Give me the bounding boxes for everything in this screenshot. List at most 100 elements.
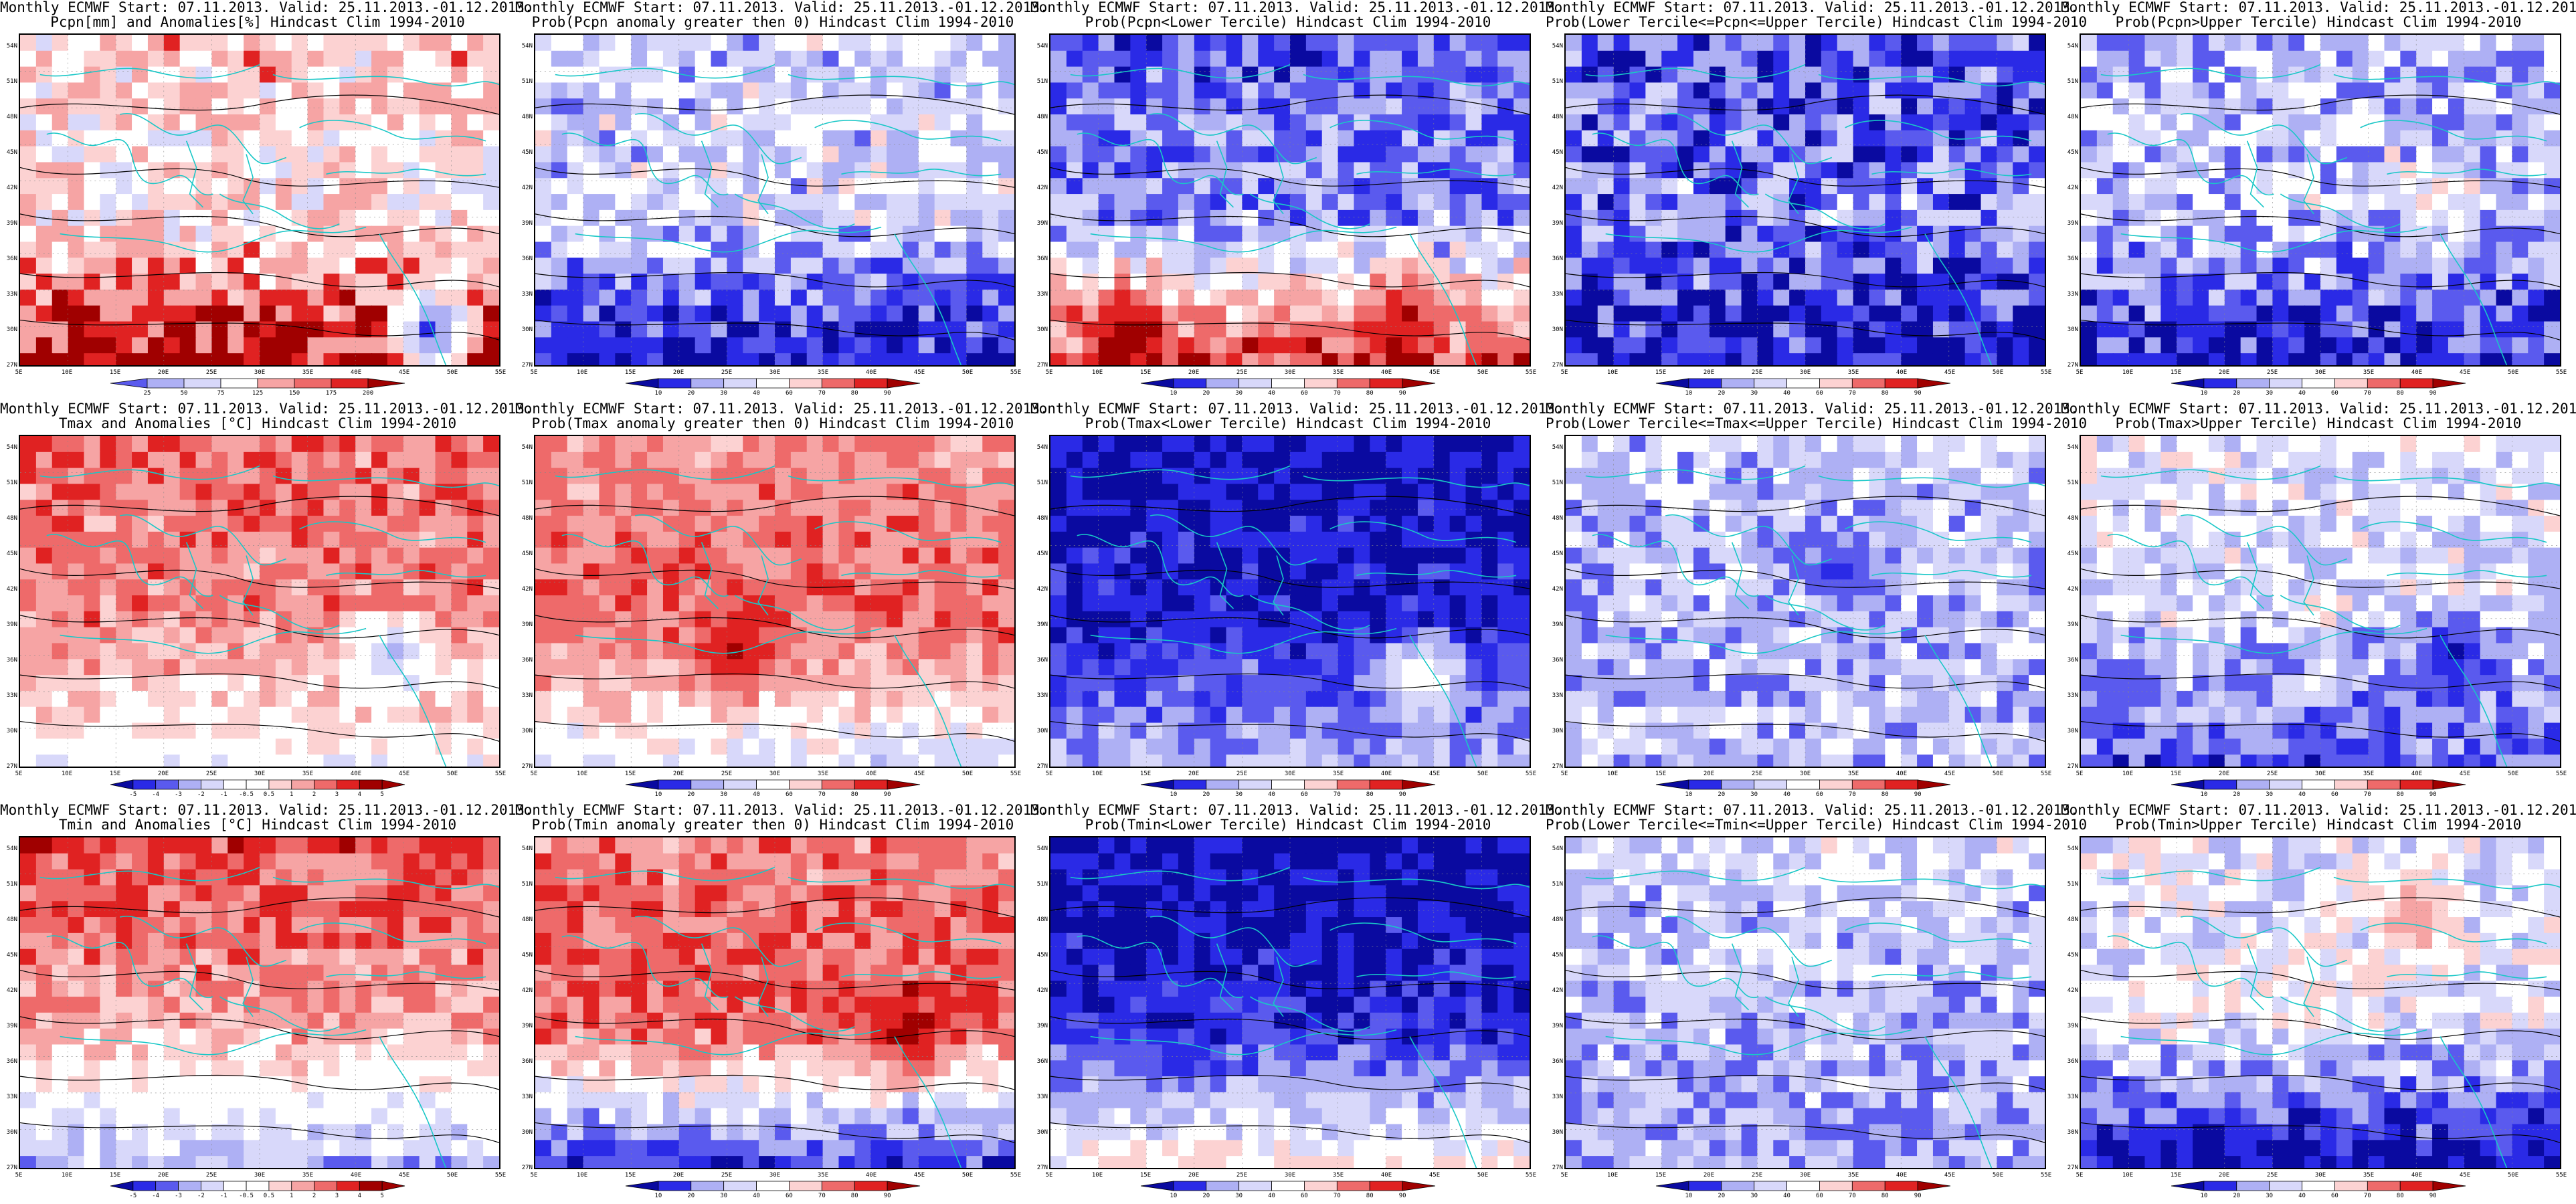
- coastline: [1249, 595, 1370, 631]
- longitude-label: 50E: [1992, 369, 2004, 376]
- latitude-label: 39N: [1552, 220, 1563, 227]
- latitude-label: 30N: [1036, 728, 1048, 734]
- latitude-label: 48N: [1552, 515, 1563, 522]
- latitude-label: 45N: [2067, 952, 2078, 959]
- panel-title: Monthly ECMWF Start: 07.11.2013. Valid: …: [0, 0, 533, 29]
- colorbar-segment: [291, 779, 315, 790]
- colorbar-segment: [110, 779, 134, 790]
- contour-line: [20, 720, 499, 742]
- colorbar-segment: [1304, 1181, 1338, 1191]
- coastline: [814, 521, 1002, 543]
- longitude-label: 50E: [2507, 771, 2519, 777]
- latitude-label: 33N: [2067, 1094, 2078, 1100]
- coastline: [1592, 132, 1759, 196]
- contour-line: [1566, 94, 2045, 115]
- coastline: [2100, 64, 2321, 79]
- colorbar-tick-label: 30: [720, 791, 728, 798]
- forecast-panel: Monthly ECMWF Start: 07.11.2013. Valid: …: [1030, 0, 1564, 401]
- map-field: [20, 35, 499, 365]
- colorbar-segment: [1238, 1181, 1272, 1191]
- contour-line: [1050, 1122, 1530, 1143]
- contour-line: [2081, 213, 2560, 237]
- latitude-label: 42N: [6, 185, 17, 191]
- longitude-label: 30E: [2314, 771, 2326, 777]
- longitude-label: 35E: [302, 369, 314, 376]
- colorbar-segment: [1688, 779, 1722, 790]
- longitude-label: 15E: [109, 1172, 121, 1179]
- latitude-label: 30N: [6, 326, 17, 333]
- coastline: [1605, 627, 1912, 654]
- colorbar-segment: [1173, 378, 1207, 389]
- coastline: [1788, 957, 1799, 1017]
- coastline: [2107, 132, 2274, 196]
- coastline: [1303, 74, 1530, 87]
- latitude-label: 39N: [1036, 621, 1048, 628]
- coastline: [2360, 521, 2547, 543]
- colorbar-tick-label: 90: [1914, 1193, 1922, 1199]
- colorbar: [110, 1181, 405, 1191]
- latitude-label: 48N: [1036, 114, 1048, 120]
- contour-line: [20, 319, 499, 340]
- latitude-label: 54N: [1552, 444, 1563, 451]
- colorbar-tick-label: 20: [2233, 1193, 2241, 1199]
- longitude-label: 15E: [2170, 369, 2182, 376]
- longitude-label: 35E: [1847, 771, 1859, 777]
- latitude-label: 39N: [2067, 621, 2078, 628]
- coastline: [2246, 943, 2265, 1011]
- coastline: [1090, 1029, 1397, 1056]
- colorbar-segment: [2367, 779, 2401, 790]
- latitude-label: 42N: [2067, 987, 2078, 994]
- latitude-label: 33N: [1552, 1094, 1563, 1100]
- latitude-label: 51N: [2067, 881, 2078, 888]
- shaded-field: [2081, 837, 2560, 1168]
- latitude-label: 27N: [521, 362, 533, 369]
- colorbar-tick-label: 40: [2298, 791, 2306, 798]
- longitude-label: 40E: [1380, 771, 1392, 777]
- latitude-label: 45N: [6, 550, 17, 557]
- coastline: [1764, 193, 1885, 229]
- latitude-label: 30N: [521, 728, 533, 734]
- colorbar-segment: [691, 779, 725, 790]
- coastline: [894, 635, 962, 767]
- latitude-label: 51N: [1036, 78, 1048, 85]
- colorbar-segment: [1402, 378, 1436, 389]
- longitude-label: 20E: [1188, 1172, 1200, 1179]
- latitude-label: 36N: [1036, 256, 1048, 262]
- coastline: [634, 915, 802, 967]
- colorbar-segment: [2432, 779, 2466, 790]
- coastline: [326, 169, 486, 177]
- longitude-label: 25E: [1236, 369, 1248, 376]
- contour-line: [20, 615, 499, 639]
- colorbar-segment: [2236, 779, 2270, 790]
- longitude-label: 10E: [2122, 369, 2134, 376]
- latitude-label: 54N: [2067, 43, 2078, 49]
- coastline: [814, 922, 1002, 944]
- colorbar-segment: [854, 1181, 888, 1191]
- colorbar-tick-label: 30: [1235, 791, 1243, 798]
- longitude-label: 35E: [1847, 1172, 1859, 1179]
- coastline: [2246, 542, 2265, 609]
- contour-line: [1566, 615, 2045, 639]
- coastline: [1273, 154, 1284, 215]
- coastline: [1273, 957, 1284, 1017]
- colorbar-segment: [887, 779, 921, 790]
- longitude-label: 15E: [624, 1172, 636, 1179]
- colorbar-tick-label: 40: [1783, 791, 1790, 798]
- contour-line: [2081, 673, 2560, 689]
- colorbar-segment: [2302, 378, 2335, 389]
- longitude-label: 40E: [1380, 369, 1392, 376]
- colorbar-segment: [2236, 378, 2270, 389]
- contour-line: [20, 969, 499, 991]
- contour-line: [1566, 272, 2045, 288]
- colorbar-segment: [1369, 1181, 1403, 1191]
- latitude-label: 51N: [521, 881, 533, 888]
- contour-line: [1566, 496, 2045, 516]
- colorbar-tick-label: 40: [753, 1193, 760, 1199]
- colorbar-segment: [1655, 1181, 1689, 1191]
- colorbar-segment: [1786, 1181, 1820, 1191]
- colorbar-segment: [1206, 1181, 1240, 1191]
- latitude-label: 51N: [1036, 881, 1048, 888]
- coastline: [119, 514, 287, 566]
- colorbar-segment: [789, 378, 822, 389]
- shaded-field: [20, 35, 499, 365]
